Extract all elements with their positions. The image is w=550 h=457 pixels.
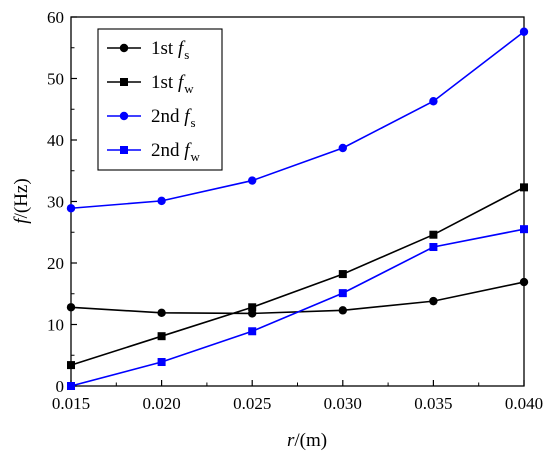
data-point <box>429 230 438 239</box>
y-tick-label: 60 <box>47 8 64 27</box>
data-point <box>66 303 76 312</box>
series-line <box>70 31 525 210</box>
data-point <box>157 332 166 341</box>
plot-area <box>66 27 529 390</box>
legend-label: 1st fw <box>151 72 194 96</box>
legend-label: 2nd fs <box>151 106 196 130</box>
series-line <box>70 186 525 366</box>
data-point <box>67 361 75 370</box>
data-point <box>157 308 166 318</box>
legend-label: 2nd fw <box>151 140 201 164</box>
data-point <box>338 143 347 153</box>
y-tick-label: 50 <box>47 70 64 89</box>
x-tick-label: 0.035 <box>414 394 452 413</box>
y-axis-title: f/(Hz) <box>11 178 32 223</box>
series-2 <box>67 183 528 370</box>
x-tick-label: 0.015 <box>52 394 90 413</box>
data-point <box>248 303 257 312</box>
legend-entry: 1st fw <box>107 72 194 96</box>
x-tick-label: 0.025 <box>233 394 271 413</box>
legend-label: 1st fs <box>151 38 189 62</box>
legend: 1st fs 1st fw 2nd fs 2nd fw <box>97 28 223 171</box>
x-axis-title: r/(m) <box>287 430 327 451</box>
data-point <box>338 289 347 298</box>
series-4 <box>67 225 528 390</box>
y-tick-label: 20 <box>47 254 64 273</box>
legend-entry: 1st fs <box>107 38 189 62</box>
x-tick-label: 0.030 <box>324 394 362 413</box>
data-point <box>67 382 75 390</box>
series-line <box>70 281 525 315</box>
data-point <box>520 183 528 192</box>
x-tick-label: 0.020 <box>142 394 180 413</box>
x-tick-label: 0.040 <box>505 394 543 413</box>
data-point <box>429 243 438 252</box>
data-point <box>519 277 529 287</box>
legend-marker <box>120 78 128 86</box>
data-point <box>157 358 166 367</box>
data-point <box>338 306 347 315</box>
series-line <box>70 228 525 387</box>
data-point <box>248 309 257 318</box>
data-point <box>248 327 257 336</box>
y-tick-label: 10 <box>47 316 64 335</box>
legend-entry: 2nd fw <box>107 140 201 164</box>
data-point <box>429 296 438 306</box>
y-tick-label: 30 <box>47 193 64 212</box>
data-point <box>338 270 347 279</box>
data-point <box>248 176 257 185</box>
y-tick-label: 0 <box>56 377 65 396</box>
data-point <box>519 27 529 36</box>
legend-marker <box>119 43 129 53</box>
data-point <box>66 204 76 213</box>
data-point <box>520 225 528 234</box>
legend-marker <box>120 146 128 154</box>
axes: 0 10 20 30 40 50 60 0.015 0.020 0.025 0.030 0.035 0.… <box>47 8 543 413</box>
legend-entry: 2nd fs <box>107 106 196 130</box>
data-point <box>429 97 438 106</box>
legend-box <box>97 28 223 171</box>
legend-marker <box>119 111 129 121</box>
series-3 <box>66 27 529 213</box>
y-tick-label: 40 <box>47 131 64 150</box>
data-point <box>157 196 166 206</box>
